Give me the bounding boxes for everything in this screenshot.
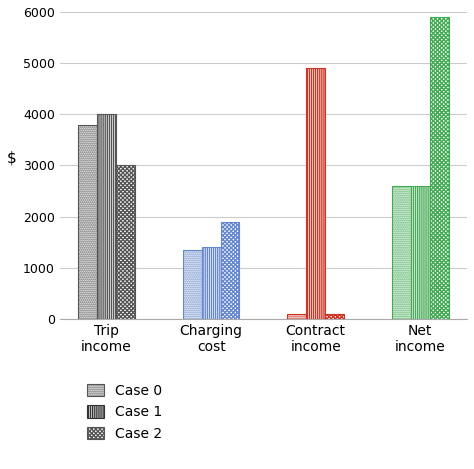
Bar — [392, 186, 411, 319]
Bar — [116, 166, 135, 319]
Bar — [183, 250, 202, 319]
Bar — [220, 222, 239, 319]
Bar — [78, 124, 97, 319]
Bar — [430, 17, 448, 319]
Bar — [411, 186, 430, 319]
Bar — [202, 247, 220, 319]
Bar — [97, 114, 116, 319]
Bar — [287, 314, 306, 319]
Legend: Case 0, Case 1, Case 2: Case 0, Case 1, Case 2 — [87, 384, 162, 441]
Y-axis label: $: $ — [7, 151, 17, 166]
Bar — [325, 314, 344, 319]
Bar — [306, 68, 325, 319]
